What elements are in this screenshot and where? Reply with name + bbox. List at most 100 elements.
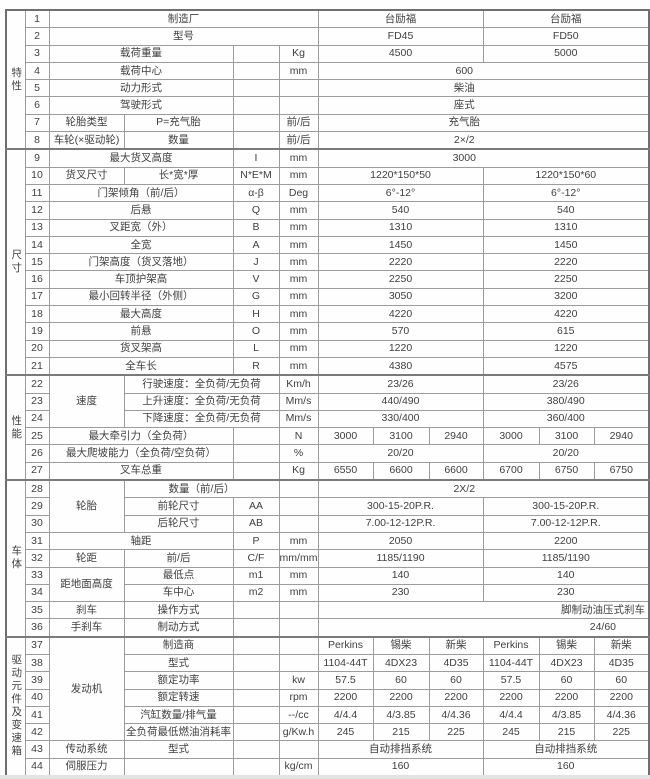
value-fd50: 300-15-20P.R.: [482, 497, 650, 516]
symbol-cell: V: [232, 270, 280, 289]
param-sublabel: [123, 757, 234, 777]
category-label-dimensions: 尺寸: [5, 148, 26, 376]
symbol-cell: P: [232, 531, 280, 551]
unit-cell: kw: [278, 671, 319, 690]
value-fd50: 230: [482, 583, 650, 603]
table-row: 25 最大牵引力（全负荷） N 3000 3100 2940 3000 3100 2940: [6, 427, 650, 446]
value-fd45: 20/20: [317, 444, 484, 463]
empty-cell: [232, 653, 280, 673]
value-fd45: 140: [317, 566, 484, 585]
table-row: 4 载荷中心 mm 600: [6, 61, 650, 81]
scan-edge-artifact: [0, 775, 650, 779]
param-sublabel: 汽缸数量/排气量: [123, 705, 234, 725]
value-fd45-sub: 4D35: [428, 653, 484, 673]
row-number: 2: [24, 27, 50, 46]
value-fd50-sub: 57.5: [482, 671, 540, 690]
value-fd50-sub: 3000: [482, 427, 540, 446]
table-row: 44 伺服压力 kg/cm 160 160: [6, 757, 650, 777]
value-fd50-sub: Perkins: [482, 635, 540, 655]
value-fd45-sub: Perkins: [317, 635, 374, 655]
table-row: 特性 1 制造厂 台励福 台励福: [5, 9, 650, 150]
empty-cell: [232, 461, 280, 481]
row-number: 7: [24, 113, 50, 133]
row-number: 22: [24, 374, 50, 394]
row-number: 35: [24, 601, 50, 620]
value-fd45: 1185/1190: [317, 549, 484, 568]
param-label: 门架高度（货叉落地）: [48, 253, 234, 272]
table-row: 36 手刹车 制动方式 24/60: [6, 618, 650, 638]
param-sublabel: P=充气胎: [123, 113, 234, 133]
param-group-label: 速度: [48, 374, 125, 429]
value-fd50-sub: 4/3.85: [538, 705, 595, 725]
symbol-cell: L: [232, 339, 280, 358]
empty-cell: [232, 705, 280, 725]
value-fd50: 2220: [482, 253, 650, 272]
symbol-cell: B: [232, 218, 280, 237]
value-fd45-sub: 2200: [428, 688, 484, 707]
unit-cell: [278, 479, 319, 499]
unit-cell: Kg: [278, 44, 319, 63]
value-fd45-sub: 57.5: [317, 671, 374, 690]
unit-cell: Kg: [278, 461, 319, 481]
value-fd45: 7.00-12-12P.R.: [317, 514, 484, 533]
param-sublabel: 长*宽*厚: [123, 166, 234, 185]
value-fd50-sub: 215: [538, 723, 595, 742]
value-fd45: FD45: [317, 27, 484, 46]
row-number: 24: [24, 409, 50, 429]
row-number: 27: [24, 461, 50, 481]
unit-cell: %: [278, 444, 319, 463]
param-sublabel: 前/后: [123, 549, 234, 568]
value-fd45-sub: 60: [372, 671, 430, 690]
value-fd45-sub: 60: [428, 671, 484, 690]
table-row: 23 上升速度：全负荷/无负荷 Mm/s 440/490 380/490: [6, 392, 650, 411]
value-shared: 脚制动油压式刹车: [317, 601, 650, 620]
symbol-cell: Q: [232, 201, 280, 220]
unit-cell: [278, 79, 319, 98]
param-label: 轮距: [48, 549, 125, 568]
row-number: 21: [24, 356, 50, 376]
param-label: 叉车总重: [48, 461, 234, 481]
param-label: 手刹车: [48, 618, 125, 638]
table-row: 41 汽缸数量/排气量 --/cc 4/4.4 4/3.85 4/4.36 4/4.4 4/3…: [6, 705, 650, 725]
row-number: 41: [24, 705, 50, 725]
param-sublabel: 最低点: [123, 566, 234, 585]
param-label: 载荷中心: [48, 61, 234, 81]
unit-cell: [278, 601, 319, 620]
symbol-cell: H: [232, 305, 280, 324]
value-fd50: 1450: [482, 235, 650, 255]
param-label: 制造厂: [48, 9, 319, 29]
value-fd50: 23/26: [482, 374, 650, 394]
value-shared: 座式: [317, 96, 650, 115]
param-sublabel: 上升速度：全负荷/无负荷: [123, 392, 280, 411]
value-fd50: 4220: [482, 305, 650, 324]
row-number: 11: [24, 183, 50, 203]
param-label: 全宽: [48, 235, 234, 255]
value-fd50: 6°-12°: [482, 183, 650, 203]
row-number: 28: [24, 479, 50, 499]
value-fd50-sub: 2940: [593, 427, 650, 446]
param-label: 驾驶形式: [48, 96, 234, 115]
row-number: 39: [24, 671, 50, 690]
value-fd50: 380/490: [482, 392, 650, 411]
value-fd50-sub: 4/4.36: [593, 705, 650, 725]
value-fd45-sub: 2200: [317, 688, 374, 707]
value-fd45: 1220*150*50: [317, 166, 484, 185]
table-row: 11 门架倾角（前/后） α-β Deg 6°-12° 6°-12°: [6, 183, 650, 203]
row-number: 36: [24, 618, 50, 638]
value-shared: 3000: [317, 148, 650, 168]
value-fd50: 160: [482, 757, 650, 777]
symbol-cell: G: [232, 287, 280, 307]
value-fd45-sub: 245: [317, 723, 374, 742]
param-label: 最小回转半径（外侧）: [48, 287, 234, 307]
param-sublabel: 下降速度：全负荷/无负荷: [123, 409, 280, 429]
table-row: 24 下降速度：全负荷/无负荷 Mm/s 330/400 360/400: [6, 409, 650, 429]
row-number: 18: [24, 305, 50, 324]
row-number: 13: [24, 218, 50, 237]
unit-cell: mm: [278, 322, 319, 341]
empty-cell: [232, 740, 280, 759]
value-fd50: 5000: [482, 44, 650, 63]
